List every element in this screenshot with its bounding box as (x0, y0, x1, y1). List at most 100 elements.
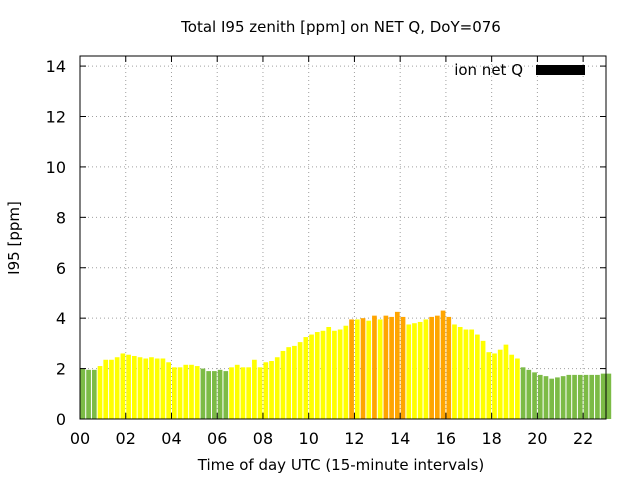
bar (475, 334, 480, 419)
x-tick-label: 12 (344, 429, 364, 448)
x-axis-label: Time of day UTC (15-minute intervals) (197, 456, 484, 474)
x-tick-label: 02 (116, 429, 136, 448)
bar (452, 324, 457, 419)
bar (400, 316, 406, 419)
bar (337, 329, 343, 419)
bar (240, 367, 246, 419)
bar (549, 378, 555, 419)
bar (497, 349, 503, 419)
bar (606, 373, 612, 420)
bar (269, 361, 274, 419)
bar (589, 374, 595, 419)
bar (80, 368, 86, 419)
bar (234, 364, 240, 419)
bar (343, 325, 349, 419)
bar (532, 372, 537, 419)
bar (469, 329, 474, 419)
bar (440, 310, 446, 419)
y-tick-label: 4 (56, 309, 66, 328)
bar (520, 367, 526, 419)
bar (406, 324, 412, 419)
bar (372, 315, 377, 419)
bar (515, 358, 520, 419)
bar (577, 374, 583, 419)
chart-title: Total I95 zenith [ppm] on NET Q, DoY=076 (180, 18, 501, 36)
grid-layer (80, 56, 606, 419)
x-tick-label: 08 (253, 429, 273, 448)
bar (366, 320, 372, 419)
bar (555, 377, 560, 419)
bar (526, 369, 532, 419)
bar (292, 345, 297, 419)
bar (189, 364, 194, 419)
bar (217, 369, 223, 419)
y-tick-label: 2 (56, 360, 66, 379)
y-tick-label: 6 (56, 259, 66, 278)
y-tick-label: 14 (46, 57, 66, 76)
x-tick-label: 00 (70, 429, 90, 448)
bar (280, 350, 286, 419)
bar (429, 316, 434, 419)
bar (120, 353, 126, 419)
bar (86, 369, 91, 419)
bar (200, 368, 206, 419)
bar (160, 358, 166, 419)
bar (257, 367, 263, 419)
bar (103, 359, 109, 419)
bar (537, 374, 543, 419)
bar (109, 359, 114, 419)
bar (314, 332, 320, 419)
y-tick-label: 12 (46, 108, 66, 127)
bar (509, 354, 515, 419)
bar (457, 326, 463, 419)
bar (183, 364, 189, 419)
bar (349, 319, 354, 419)
bar (360, 318, 366, 419)
bar (572, 374, 577, 419)
x-tick-label: 10 (299, 429, 319, 448)
plot-frame (79, 55, 607, 420)
bar (97, 366, 103, 419)
bar (303, 337, 309, 419)
bar (212, 371, 217, 419)
bar (166, 362, 171, 419)
bar (154, 358, 160, 419)
x-tick-label: 18 (481, 429, 501, 448)
bars-layer (80, 310, 612, 420)
x-tick-label: 06 (207, 429, 227, 448)
bar (354, 319, 360, 419)
bar (229, 367, 234, 419)
bar (177, 367, 183, 419)
bar (143, 358, 149, 419)
bar (126, 354, 131, 419)
bar (394, 311, 400, 419)
bar (492, 353, 497, 419)
bar (543, 376, 549, 419)
bar (434, 315, 440, 419)
x-tick-label: 14 (390, 429, 410, 448)
bar (206, 371, 211, 419)
y-tick-label: 10 (46, 158, 66, 177)
x-tick-label: 16 (436, 429, 456, 448)
bar (274, 357, 280, 419)
x-tick-label: 04 (161, 429, 181, 448)
bar (377, 319, 383, 419)
legend-label: ion net Q (454, 61, 523, 79)
bar (480, 340, 486, 419)
bar (595, 374, 600, 419)
bar (252, 359, 257, 419)
bar (309, 334, 314, 419)
bar (194, 366, 200, 419)
bar (412, 323, 417, 419)
y-tick-label: 0 (56, 410, 66, 429)
bar (417, 321, 423, 419)
bar (332, 330, 337, 419)
bar (446, 316, 452, 419)
bar (320, 330, 326, 419)
bar (326, 326, 332, 419)
bar (114, 357, 120, 419)
bar (263, 362, 269, 419)
